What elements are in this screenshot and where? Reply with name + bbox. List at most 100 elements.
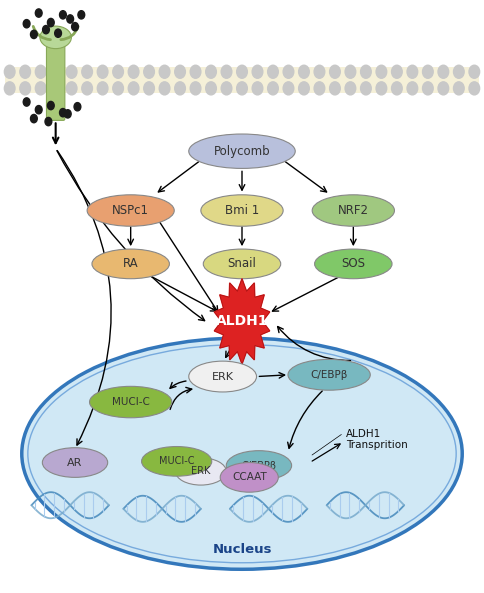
Ellipse shape (141, 447, 212, 476)
Ellipse shape (226, 451, 291, 480)
Circle shape (376, 65, 387, 78)
Ellipse shape (288, 359, 370, 390)
Circle shape (82, 65, 92, 78)
Circle shape (314, 82, 325, 95)
Text: NSPc1: NSPc1 (112, 204, 149, 217)
Circle shape (20, 82, 30, 95)
Ellipse shape (220, 463, 278, 492)
Circle shape (35, 82, 46, 95)
Text: Transprition: Transprition (346, 440, 408, 449)
Ellipse shape (203, 249, 281, 279)
Circle shape (283, 65, 294, 78)
Circle shape (206, 65, 216, 78)
Circle shape (454, 65, 464, 78)
FancyBboxPatch shape (46, 40, 65, 120)
Circle shape (423, 65, 433, 78)
Circle shape (469, 82, 480, 95)
Circle shape (190, 82, 201, 95)
Circle shape (20, 65, 30, 78)
Circle shape (113, 82, 123, 95)
Polygon shape (214, 279, 270, 364)
Circle shape (97, 82, 108, 95)
Circle shape (299, 65, 309, 78)
Text: MUCI-C: MUCI-C (159, 457, 195, 466)
Circle shape (64, 110, 71, 118)
Circle shape (35, 65, 46, 78)
Ellipse shape (189, 361, 257, 392)
Circle shape (43, 25, 49, 34)
Circle shape (175, 65, 185, 78)
Circle shape (30, 114, 37, 123)
Text: Snail: Snail (227, 257, 257, 270)
Circle shape (407, 82, 418, 95)
Text: ERK: ERK (191, 467, 211, 476)
Circle shape (60, 109, 66, 117)
Circle shape (35, 106, 42, 114)
Circle shape (376, 82, 387, 95)
Ellipse shape (312, 195, 394, 226)
Circle shape (438, 65, 449, 78)
Circle shape (283, 82, 294, 95)
Circle shape (30, 30, 37, 39)
Text: NRF2: NRF2 (338, 204, 369, 217)
Circle shape (78, 11, 85, 19)
Circle shape (23, 20, 30, 28)
Circle shape (454, 82, 464, 95)
Circle shape (330, 65, 340, 78)
Ellipse shape (201, 195, 283, 226)
Circle shape (268, 65, 278, 78)
Text: MUCI-C: MUCI-C (112, 397, 150, 407)
Circle shape (4, 82, 15, 95)
Circle shape (144, 82, 154, 95)
Circle shape (51, 65, 61, 78)
Circle shape (74, 103, 81, 111)
Circle shape (237, 82, 247, 95)
Circle shape (423, 82, 433, 95)
Text: Bmi 1: Bmi 1 (225, 204, 259, 217)
Circle shape (206, 82, 216, 95)
Circle shape (190, 65, 201, 78)
Ellipse shape (22, 338, 462, 569)
Circle shape (51, 82, 61, 95)
Circle shape (113, 65, 123, 78)
Circle shape (252, 82, 263, 95)
Circle shape (392, 65, 402, 78)
Circle shape (45, 117, 52, 126)
Text: C/EBPβ: C/EBPβ (310, 370, 348, 380)
FancyBboxPatch shape (5, 67, 479, 93)
Circle shape (47, 101, 54, 110)
Text: ERK: ERK (212, 372, 234, 381)
Circle shape (361, 82, 371, 95)
Circle shape (60, 11, 66, 19)
Text: ALDH1: ALDH1 (216, 314, 268, 329)
Circle shape (314, 65, 325, 78)
Text: SOS: SOS (341, 257, 365, 270)
Circle shape (330, 82, 340, 95)
Text: ALDH1: ALDH1 (346, 429, 381, 439)
Ellipse shape (90, 387, 172, 417)
Circle shape (72, 23, 78, 31)
Circle shape (67, 15, 74, 23)
Text: RA: RA (123, 257, 138, 270)
Circle shape (221, 82, 232, 95)
Circle shape (268, 82, 278, 95)
Text: Nucleus: Nucleus (212, 543, 272, 556)
Circle shape (47, 18, 54, 27)
Circle shape (299, 82, 309, 95)
Circle shape (35, 9, 42, 17)
Circle shape (128, 65, 139, 78)
Ellipse shape (40, 26, 72, 49)
Circle shape (221, 65, 232, 78)
Circle shape (4, 65, 15, 78)
Text: C/EBPβ: C/EBPβ (242, 461, 276, 470)
Circle shape (66, 65, 77, 78)
Text: CCAAT: CCAAT (232, 473, 267, 482)
Circle shape (237, 65, 247, 78)
Ellipse shape (43, 448, 107, 477)
Circle shape (66, 82, 77, 95)
Circle shape (361, 65, 371, 78)
Ellipse shape (175, 458, 226, 485)
Circle shape (345, 65, 356, 78)
Circle shape (82, 82, 92, 95)
Text: Polycomb: Polycomb (214, 145, 270, 158)
